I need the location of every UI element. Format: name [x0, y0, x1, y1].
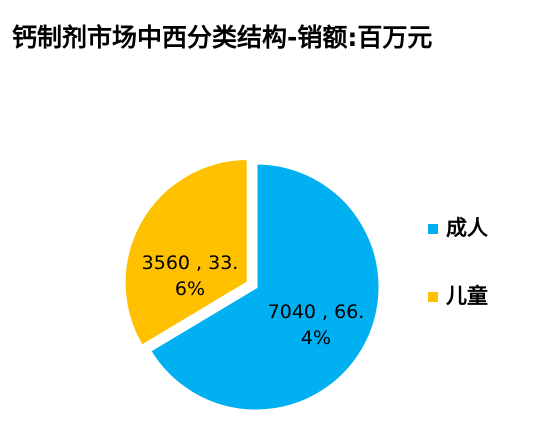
pie-slice: [147, 161, 382, 413]
data-label-line: 7040 , 66.: [268, 301, 365, 323]
legend-swatch: [428, 224, 438, 234]
data-label-line: 6%: [175, 278, 205, 300]
pie-slice: [122, 157, 250, 349]
legend-label: 儿童: [446, 284, 488, 308]
data-label: 7040 , 66. 4%: [268, 301, 365, 349]
legend-swatch: [428, 292, 438, 302]
data-label-line: 4%: [301, 327, 331, 349]
legend-label: 成人: [446, 216, 488, 240]
chart-title: 钙制剂市场中西分类结构-销额:百万元: [12, 23, 432, 52]
data-label: 3560 , 33. 6%: [142, 252, 239, 300]
data-label-line: 3560 , 33.: [142, 252, 239, 274]
